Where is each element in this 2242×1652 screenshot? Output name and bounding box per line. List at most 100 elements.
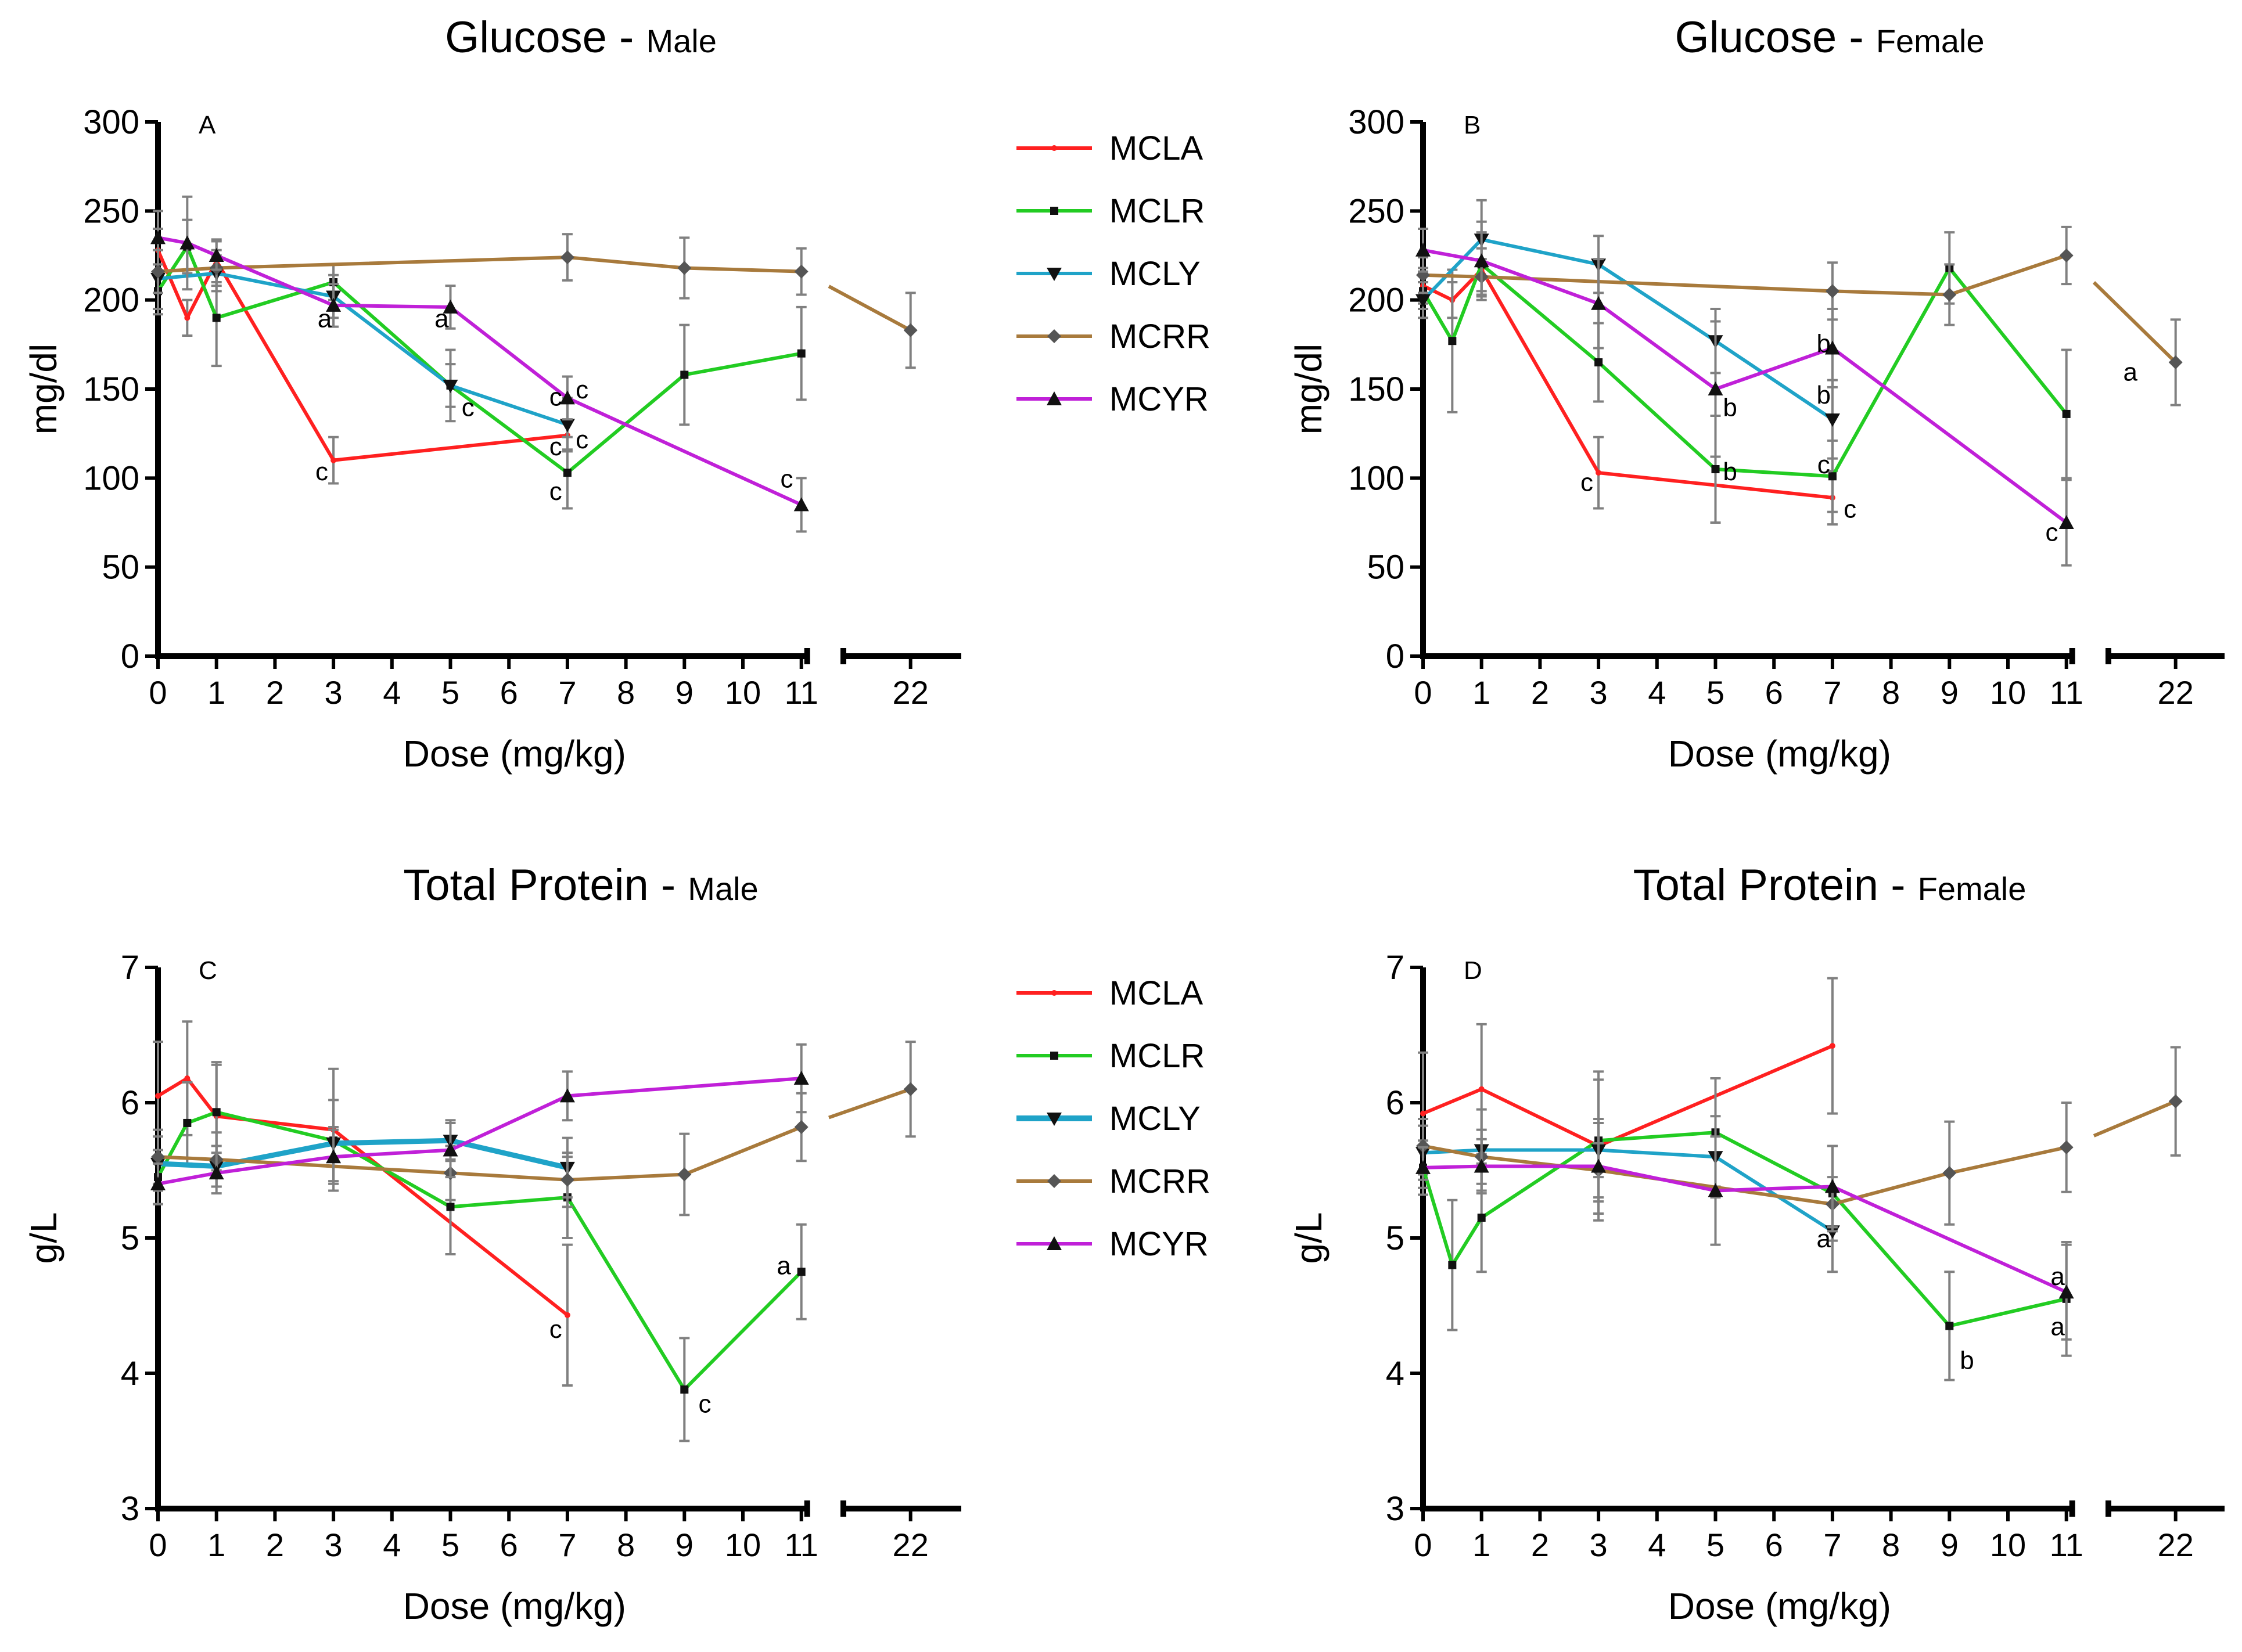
y-tick-label: 5	[1386, 1219, 1404, 1257]
x-tick-label: 5	[441, 674, 459, 711]
y-tick-label: 0	[121, 638, 139, 675]
y-tick-label: 0	[1386, 638, 1404, 675]
x-tick-label: 3	[1590, 1527, 1608, 1563]
significance-label: c	[549, 1315, 562, 1344]
series-line	[1422, 268, 1833, 500]
series-line	[156, 1110, 803, 1391]
mclr-point	[446, 1203, 455, 1211]
significance-label: c	[549, 383, 562, 411]
series-mcly	[150, 242, 575, 453]
mcrr-point	[677, 1167, 692, 1182]
mclr-point	[797, 1268, 806, 1276]
y-tick-label: 4	[121, 1355, 139, 1392]
mclr-point	[1711, 465, 1720, 473]
mcyr-point	[1824, 1179, 1840, 1193]
title-sub: Male	[646, 23, 716, 59]
significance-label: c	[315, 458, 328, 486]
series-line	[1422, 1044, 1834, 1148]
x-tick-label: 22	[2158, 1527, 2194, 1563]
mclr-point	[563, 469, 572, 477]
x-axis-label: Dose (mg/kg)	[1668, 1585, 1891, 1627]
significance-label: c	[576, 426, 588, 454]
y-tick-label: 3	[121, 1490, 139, 1528]
y-tick-label: 100	[83, 459, 139, 497]
mcyr-point	[1591, 1158, 1607, 1173]
y-tick-label: 250	[83, 192, 139, 230]
significance-label: c	[699, 1390, 712, 1418]
mcyr-point	[443, 299, 458, 314]
mcla-point	[184, 1075, 191, 1082]
mcyr-point	[793, 1071, 809, 1085]
series-mcrr	[1416, 1046, 2183, 1233]
mcyr-point	[559, 390, 575, 405]
significance-label: c	[576, 376, 588, 404]
x-tick-label: 6	[500, 674, 518, 711]
mcyr-point	[1474, 253, 1489, 268]
significance-label: b	[1723, 458, 1737, 486]
mcla-point	[1478, 1086, 1485, 1092]
x-tick-label: 11	[2050, 1527, 2083, 1563]
mclr-point	[1594, 358, 1603, 366]
series-line	[157, 1125, 802, 1182]
significance-label: a	[1817, 1225, 1831, 1253]
y-axis-label: mg/dl	[23, 344, 64, 435]
mclr-point	[1448, 1261, 1457, 1269]
significance-label: b	[1960, 1347, 1974, 1375]
y-tick-label: 150	[1348, 370, 1404, 408]
significance-label: a	[2050, 1312, 2065, 1341]
x-tick-label: 0	[149, 674, 167, 711]
mcla-point	[1051, 990, 1057, 996]
significance-label: c	[1580, 468, 1593, 496]
x-tick-label: 4	[383, 1527, 401, 1563]
legend: MCLA MCLR MCLY MCRR MCYR	[1016, 974, 1210, 1263]
y-tick-label: 200	[83, 282, 139, 319]
x-tick-label: 9	[1941, 1527, 1959, 1563]
y-tick-label: 7	[121, 949, 139, 987]
mcrr-point	[794, 1120, 809, 1134]
y-tick-label: 200	[1348, 282, 1404, 319]
x-tick-label: 5	[1706, 674, 1724, 711]
mcla-point	[184, 315, 191, 321]
series-mcrr	[151, 233, 918, 369]
mcyr-point	[1415, 242, 1431, 257]
mcyr-point	[1047, 391, 1062, 405]
series-mcrr	[151, 1041, 918, 1216]
panel-label: A	[199, 111, 216, 139]
series-line	[156, 244, 802, 475]
title-main: Glucose	[445, 13, 607, 62]
mcly-point	[1824, 413, 1840, 427]
x-axis-label: Dose (mg/kg)	[1668, 733, 1891, 775]
title-main: Total Protein	[403, 861, 648, 910]
mcrr-point	[794, 264, 809, 279]
mcyr-point	[443, 1142, 458, 1157]
series-mclr	[153, 218, 807, 510]
legend-label: MCLR	[1109, 192, 1205, 230]
x-tick-label: 0	[1414, 674, 1432, 711]
series-mcly	[1415, 199, 1840, 460]
mcrr-point	[1047, 1174, 1061, 1188]
x-tick-label: 8	[1882, 1527, 1900, 1563]
legend-label: MCRR	[1109, 318, 1210, 355]
series-mcyr	[1415, 220, 2074, 567]
x-tick-label: 9	[676, 674, 694, 711]
x-tick-label: 22	[893, 674, 929, 711]
mclr-point	[212, 1108, 221, 1117]
x-tick-label: 10	[725, 674, 761, 711]
y-axis-label: g/L	[1288, 1212, 1330, 1264]
axes	[155, 967, 961, 1517]
mcrr-point	[1942, 287, 1957, 302]
panel-d: Total Protein - Female D 3 4 5 6 7 0 1 2 3 4 5 6 7 8 9 10…	[1288, 861, 2225, 1627]
title-sub: Female	[1876, 23, 1985, 59]
mcyr-point	[179, 235, 195, 250]
series-mcyr	[1415, 1117, 2074, 1341]
x-tick-label: 11	[785, 1527, 818, 1563]
x-tick-label: 2	[266, 1527, 284, 1563]
y-tick-label: 100	[1348, 459, 1404, 497]
mcyr-point	[1047, 1236, 1062, 1250]
mcrr-point	[903, 1082, 918, 1096]
mcly-point	[559, 419, 575, 433]
significance-label: b	[1817, 381, 1831, 409]
significance-label: a	[318, 304, 332, 333]
